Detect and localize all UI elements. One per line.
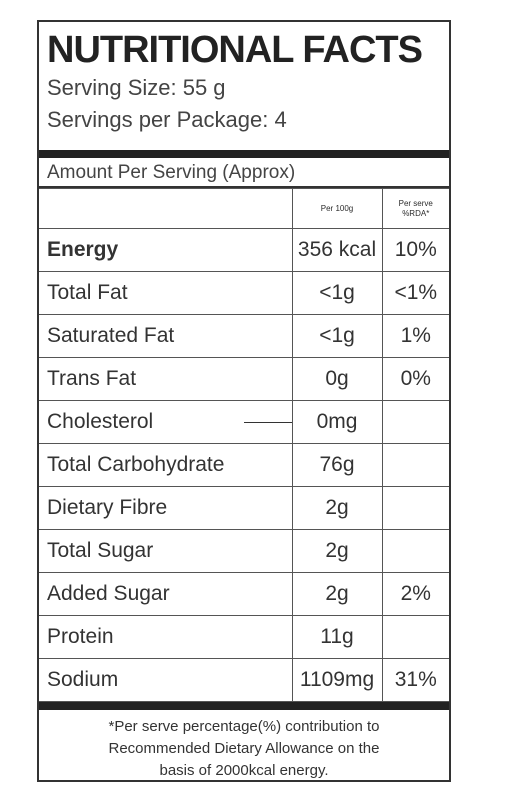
nutrient-per100: <1g [291, 314, 383, 358]
nutrient-per100: 2g [291, 529, 383, 573]
nutrient-rda [381, 400, 449, 444]
leader-line [243, 422, 292, 423]
nutrient-rda [381, 529, 449, 573]
table-row: Saturated Fat <1g 1% [39, 314, 449, 358]
header-rda-line2: %RDA* [402, 208, 430, 218]
nutrient-rda: 2% [381, 572, 449, 616]
table-row: Protein 11g [39, 615, 449, 659]
nutrition-table: Per 100g Per serve %RDA* Energy 356 kcal… [39, 188, 449, 702]
nutrient-rda [381, 443, 449, 487]
nutrient-per100: 1109mg [291, 658, 383, 702]
nutrient-rda: 1% [381, 314, 449, 358]
table-row: Cholesterol 0mg [39, 400, 449, 444]
nutrient-name: Saturated Fat [39, 314, 293, 358]
nutrient-rda: 31% [381, 658, 449, 702]
nutrient-per100: 0mg [291, 400, 383, 444]
header-per100: Per 100g [291, 188, 383, 229]
label-header: NUTRITIONAL FACTS Serving Size: 55 g Ser… [39, 22, 449, 150]
nutrient-name: Total Carbohydrate [39, 443, 293, 487]
nutrient-rda [381, 615, 449, 659]
table-row: Total Sugar 2g [39, 529, 449, 573]
table-row: Total Fat <1g <1% [39, 271, 449, 315]
divider-thick-bottom [39, 702, 449, 710]
label-title: NUTRITIONAL FACTS [47, 29, 423, 71]
nutrient-rda [381, 486, 449, 530]
nutrient-rda: 10% [381, 228, 449, 272]
table-row: Sodium 1109mg 31% [39, 658, 449, 702]
nutrient-name: Trans Fat [39, 357, 293, 401]
nutrient-name: Sodium [39, 658, 293, 702]
nutrient-name: Added Sugar [39, 572, 293, 616]
footnote-line2: Recommended Dietary Allowance on the [108, 740, 380, 757]
nutrient-name: Total Sugar [39, 529, 293, 573]
table-row: Added Sugar 2g 2% [39, 572, 449, 616]
footnote-line3: basis of 2000kcal energy. [159, 762, 329, 779]
footnote-line1: *Per serve percentage(%) contribution to [108, 718, 380, 735]
nutrient-name-cell: Cholesterol [39, 400, 293, 444]
nutrient-per100: 2g [291, 572, 383, 616]
nutrient-name: Cholesterol [47, 410, 154, 433]
amount-per-serving: Amount Per Serving (Approx) [39, 158, 449, 188]
divider-thick [39, 150, 449, 158]
nutrient-per100: 76g [291, 443, 383, 487]
nutrient-per100: 2g [291, 486, 383, 530]
nutrient-name: Protein [39, 615, 293, 659]
table-row: Trans Fat 0g 0% [39, 357, 449, 401]
servings-per-package: Servings per Package: 4 [47, 107, 287, 132]
table-row: Dietary Fibre 2g [39, 486, 449, 530]
nutrient-rda: <1% [381, 271, 449, 315]
nutrient-name: Total Fat [39, 271, 293, 315]
table-row: Energy 356 kcal 10% [39, 228, 449, 272]
nutrient-rda: 0% [381, 357, 449, 401]
footnote: *Per serve percentage(%) contribution to… [39, 710, 449, 782]
header-rda-line1: Per serve [398, 198, 433, 208]
nutrient-per100: 11g [291, 615, 383, 659]
serving-size: Serving Size: 55 g [47, 75, 226, 100]
table-header-row: Per 100g Per serve %RDA* [39, 188, 449, 229]
header-rda: Per serve %RDA* [381, 188, 449, 229]
nutrient-per100: 356 kcal [291, 228, 383, 272]
nutrient-name: Dietary Fibre [39, 486, 293, 530]
nutrient-name: Energy [39, 228, 293, 272]
nutrition-label: NUTRITIONAL FACTS Serving Size: 55 g Ser… [37, 20, 451, 782]
table-row: Total Carbohydrate 76g [39, 443, 449, 487]
nutrient-per100: 0g [291, 357, 383, 401]
nutrient-per100: <1g [291, 271, 383, 315]
header-blank [39, 188, 293, 229]
